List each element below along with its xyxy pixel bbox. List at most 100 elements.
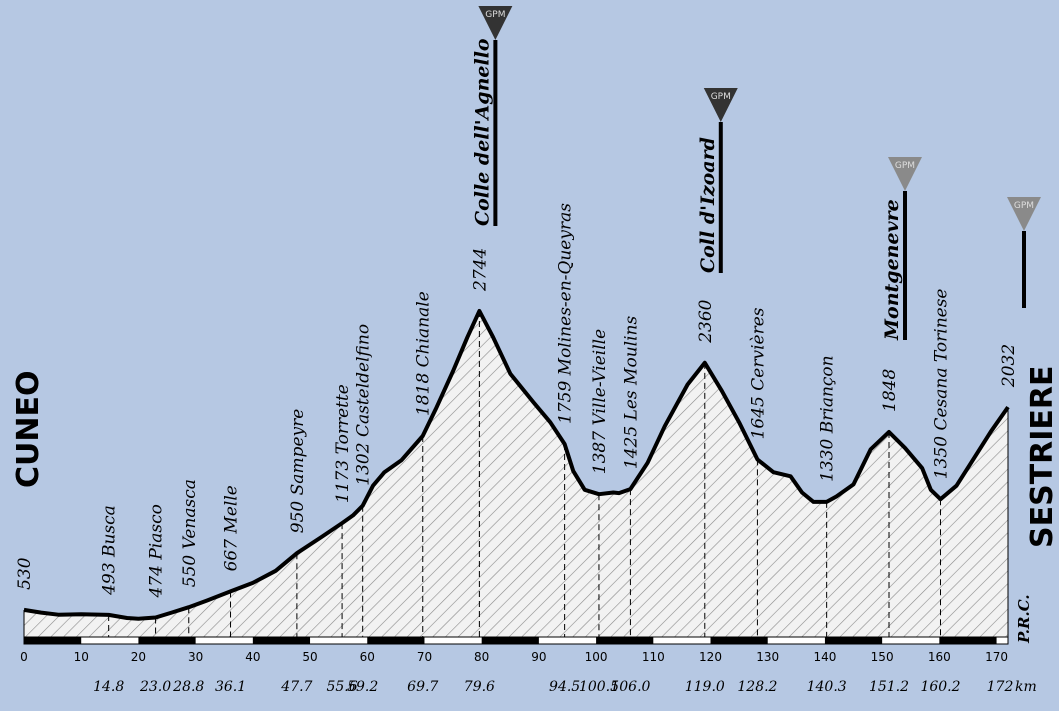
- distance-label-12: 119.0: [685, 679, 725, 695]
- axis-tick-20: 20: [131, 650, 146, 664]
- distance-label-1: 23.0: [139, 679, 171, 695]
- place-label-7: 1302 Casteldelfino: [354, 324, 374, 486]
- distance-label-4: 47.7: [280, 679, 312, 695]
- axis-scale-segment: [710, 637, 768, 644]
- distance-label-14: 140.3: [807, 679, 847, 695]
- axis-tick-160: 160: [928, 650, 951, 664]
- pass-name-0: Colle dell'Agnello: [471, 38, 493, 226]
- place-name: Torrette: [333, 384, 353, 460]
- place-name: Busca: [100, 505, 120, 562]
- axis-tick-170: 170: [985, 650, 1008, 664]
- distance-label-5: 55.6: [326, 679, 357, 695]
- place-altitude: 550: [180, 555, 200, 588]
- gpm-label: GPM: [485, 10, 505, 20]
- gpm-marker-icon: [478, 6, 513, 40]
- axis-tick-130: 130: [756, 650, 779, 664]
- place-name: Briançon: [818, 355, 838, 438]
- place-name: Piasco: [147, 504, 167, 565]
- gpm-marker-icon: [888, 157, 923, 191]
- gpm-label: GPM: [1014, 201, 1034, 211]
- place-altitude: 1759: [556, 381, 576, 424]
- gpm-marker-icon: [703, 88, 738, 122]
- distance-label-17: 172: [987, 679, 1014, 695]
- distance-label-10: 100.5: [579, 679, 619, 695]
- place-altitude: 474: [147, 565, 167, 598]
- place-altitude: 1848: [880, 369, 900, 412]
- gpm-label: GPM: [711, 92, 731, 102]
- place-name: Casteldelfino: [354, 324, 374, 443]
- place-label-16: 1848: [880, 369, 900, 412]
- axis-tick-40: 40: [245, 650, 260, 664]
- place-name: Molines-en-Queyras: [556, 203, 576, 381]
- start-town-label: CUNEO: [11, 371, 46, 488]
- axis-tick-100: 100: [585, 650, 608, 664]
- place-label-11: 1387 Ville-Vieille: [590, 329, 610, 474]
- place-label-14: 1645 Cervières: [748, 307, 768, 439]
- axis-tick-30: 30: [188, 650, 203, 664]
- axis-scale-segment: [939, 637, 997, 644]
- place-altitude: 493: [100, 562, 120, 595]
- place-label-4: 667 Melle: [222, 485, 242, 571]
- axis-scale-segment: [824, 637, 883, 644]
- place-name: Ville-Vieille: [590, 329, 610, 431]
- distance-label-0: 14.8: [93, 679, 124, 695]
- pass-name-1: Coll d'Izoard: [697, 137, 719, 273]
- place-altitude: 2744: [470, 248, 490, 292]
- axis-tick-150: 150: [871, 650, 894, 664]
- axis-tick-140: 140: [813, 650, 836, 664]
- place-label-2: 474 Piasco: [147, 504, 167, 598]
- place-altitude: 2032: [999, 344, 1019, 388]
- place-name: Venasca: [180, 479, 200, 555]
- profile-area: [24, 311, 1008, 641]
- finish-town-label: SESTRIERE: [1025, 365, 1059, 548]
- place-altitude: 1425: [621, 426, 641, 469]
- distance-label-3: 36.1: [215, 679, 246, 695]
- place-altitude: 950: [288, 501, 308, 534]
- axis-scale-segment: [596, 637, 654, 644]
- distance-label-16: 160.2: [920, 679, 960, 695]
- place-altitude: 1330: [818, 438, 838, 481]
- axis-scale-segment: [367, 637, 425, 644]
- axis-tick-80: 80: [474, 650, 489, 664]
- place-label-8: 1818 Chianale: [414, 291, 434, 416]
- place-altitude: 1302: [354, 442, 374, 485]
- axis-scale-segment: [24, 637, 82, 644]
- place-name: Cesana Torinese: [932, 288, 952, 435]
- place-label-18: 2032: [999, 344, 1019, 388]
- axis-tick-70: 70: [417, 650, 432, 664]
- place-label-1: 493 Busca: [100, 505, 120, 596]
- credit-label: P.R.C.: [1015, 594, 1033, 644]
- place-altitude: 1350: [932, 436, 952, 479]
- axis-tick-0: 0: [20, 650, 28, 664]
- axis-tick-60: 60: [360, 650, 375, 664]
- distance-label-9: 94.5: [549, 679, 580, 695]
- place-label-17: 1350 Cesana Torinese: [932, 288, 952, 479]
- pass-name-2: Montgenevre: [881, 199, 903, 341]
- place-name: Cervières: [748, 307, 768, 396]
- axis-tick-50: 50: [302, 650, 317, 664]
- axis-tick-90: 90: [531, 650, 546, 664]
- place-name: Chianale: [414, 291, 434, 373]
- place-label-12: 1425 Les Moulins: [621, 316, 641, 470]
- place-label-9: 2744: [470, 248, 490, 292]
- place-altitude: 1818: [414, 373, 434, 416]
- axis-scale-segment: [481, 637, 539, 644]
- distance-label-6: 59.2: [347, 679, 378, 695]
- place-name: Melle: [222, 485, 242, 539]
- place-altitude: 1645: [748, 396, 768, 439]
- axis-scale-segment: [252, 637, 311, 644]
- place-label-6: 1173 Torrette: [333, 384, 353, 503]
- place-label-10: 1759 Molines-en-Queyras: [556, 203, 576, 424]
- axis-tick-120: 120: [699, 650, 722, 664]
- place-altitude: 1387: [590, 431, 610, 474]
- place-altitude: 530: [15, 557, 35, 590]
- distance-label-13: 128.2: [737, 679, 777, 695]
- gpm-marker-icon: [1007, 197, 1041, 231]
- place-label-3: 550 Venasca: [180, 479, 200, 587]
- place-name: Sampeyre: [288, 409, 308, 501]
- distance-label-15: 151.2: [869, 679, 909, 695]
- axis-scale-segment: [138, 637, 196, 644]
- place-name: Les Moulins: [621, 316, 641, 426]
- place-label-0: 530: [15, 557, 35, 590]
